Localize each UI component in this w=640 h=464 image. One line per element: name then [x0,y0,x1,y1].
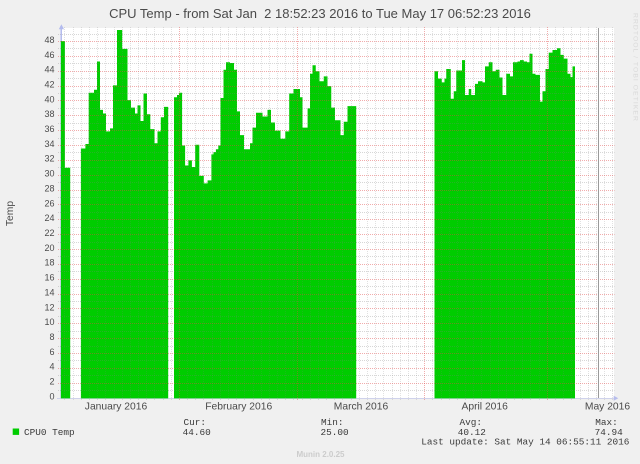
svg-text:February 2016: February 2016 [205,402,272,413]
svg-text:Munin 2.0.25: Munin 2.0.25 [296,450,345,459]
svg-text:RRDTOOL / TOBI OETIKER: RRDTOOL / TOBI OETIKER [632,13,639,122]
svg-text:16: 16 [44,273,54,283]
svg-text:34: 34 [44,139,54,149]
svg-text:4: 4 [49,362,54,372]
svg-text:6: 6 [49,347,54,357]
svg-text:Min:: Min: [321,417,344,428]
svg-text:20: 20 [44,243,54,253]
svg-text:40: 40 [44,94,54,104]
svg-text:Avg:: Avg: [460,417,483,428]
svg-text:36: 36 [44,124,54,134]
svg-text:May 2016: May 2016 [585,402,630,413]
svg-text:32: 32 [44,154,54,164]
svg-text:April 2016: April 2016 [462,402,509,413]
svg-text:25.00: 25.00 [321,427,350,438]
svg-text:0: 0 [49,391,54,401]
svg-text:Cur:: Cur: [184,417,207,428]
svg-text:18: 18 [44,258,54,268]
svg-text:40.12: 40.12 [458,427,486,438]
svg-text:CPU0 Temp: CPU0 Temp [24,427,75,438]
svg-text:10: 10 [44,317,54,327]
svg-text:48: 48 [44,35,54,45]
svg-text:Last update: Sat May 14 06:55:: Last update: Sat May 14 06:55:11 2016 [421,437,630,448]
svg-text:14: 14 [44,287,54,297]
svg-text:42: 42 [44,79,54,89]
svg-text:24: 24 [44,213,54,223]
svg-text:22: 22 [44,228,54,238]
svg-text:44: 44 [44,65,54,75]
svg-text:CPU Temp - from Sat Jan 2 18:: CPU Temp - from Sat Jan 2 18:52:23 2016 … [109,6,531,21]
svg-text:38: 38 [44,109,54,119]
svg-text:44.60: 44.60 [183,427,212,438]
svg-text:March 2016: March 2016 [334,402,389,413]
svg-text:74.94: 74.94 [595,427,624,438]
svg-text:January 2016: January 2016 [85,402,148,413]
svg-text:28: 28 [44,183,54,193]
svg-text:2: 2 [49,377,54,387]
svg-text:8: 8 [49,332,54,342]
svg-text:46: 46 [44,50,54,60]
svg-text:Temp: Temp [5,201,16,226]
svg-text:12: 12 [44,302,54,312]
svg-text:Max:: Max: [595,417,618,428]
svg-text:30: 30 [44,169,54,179]
svg-text:26: 26 [44,198,54,208]
